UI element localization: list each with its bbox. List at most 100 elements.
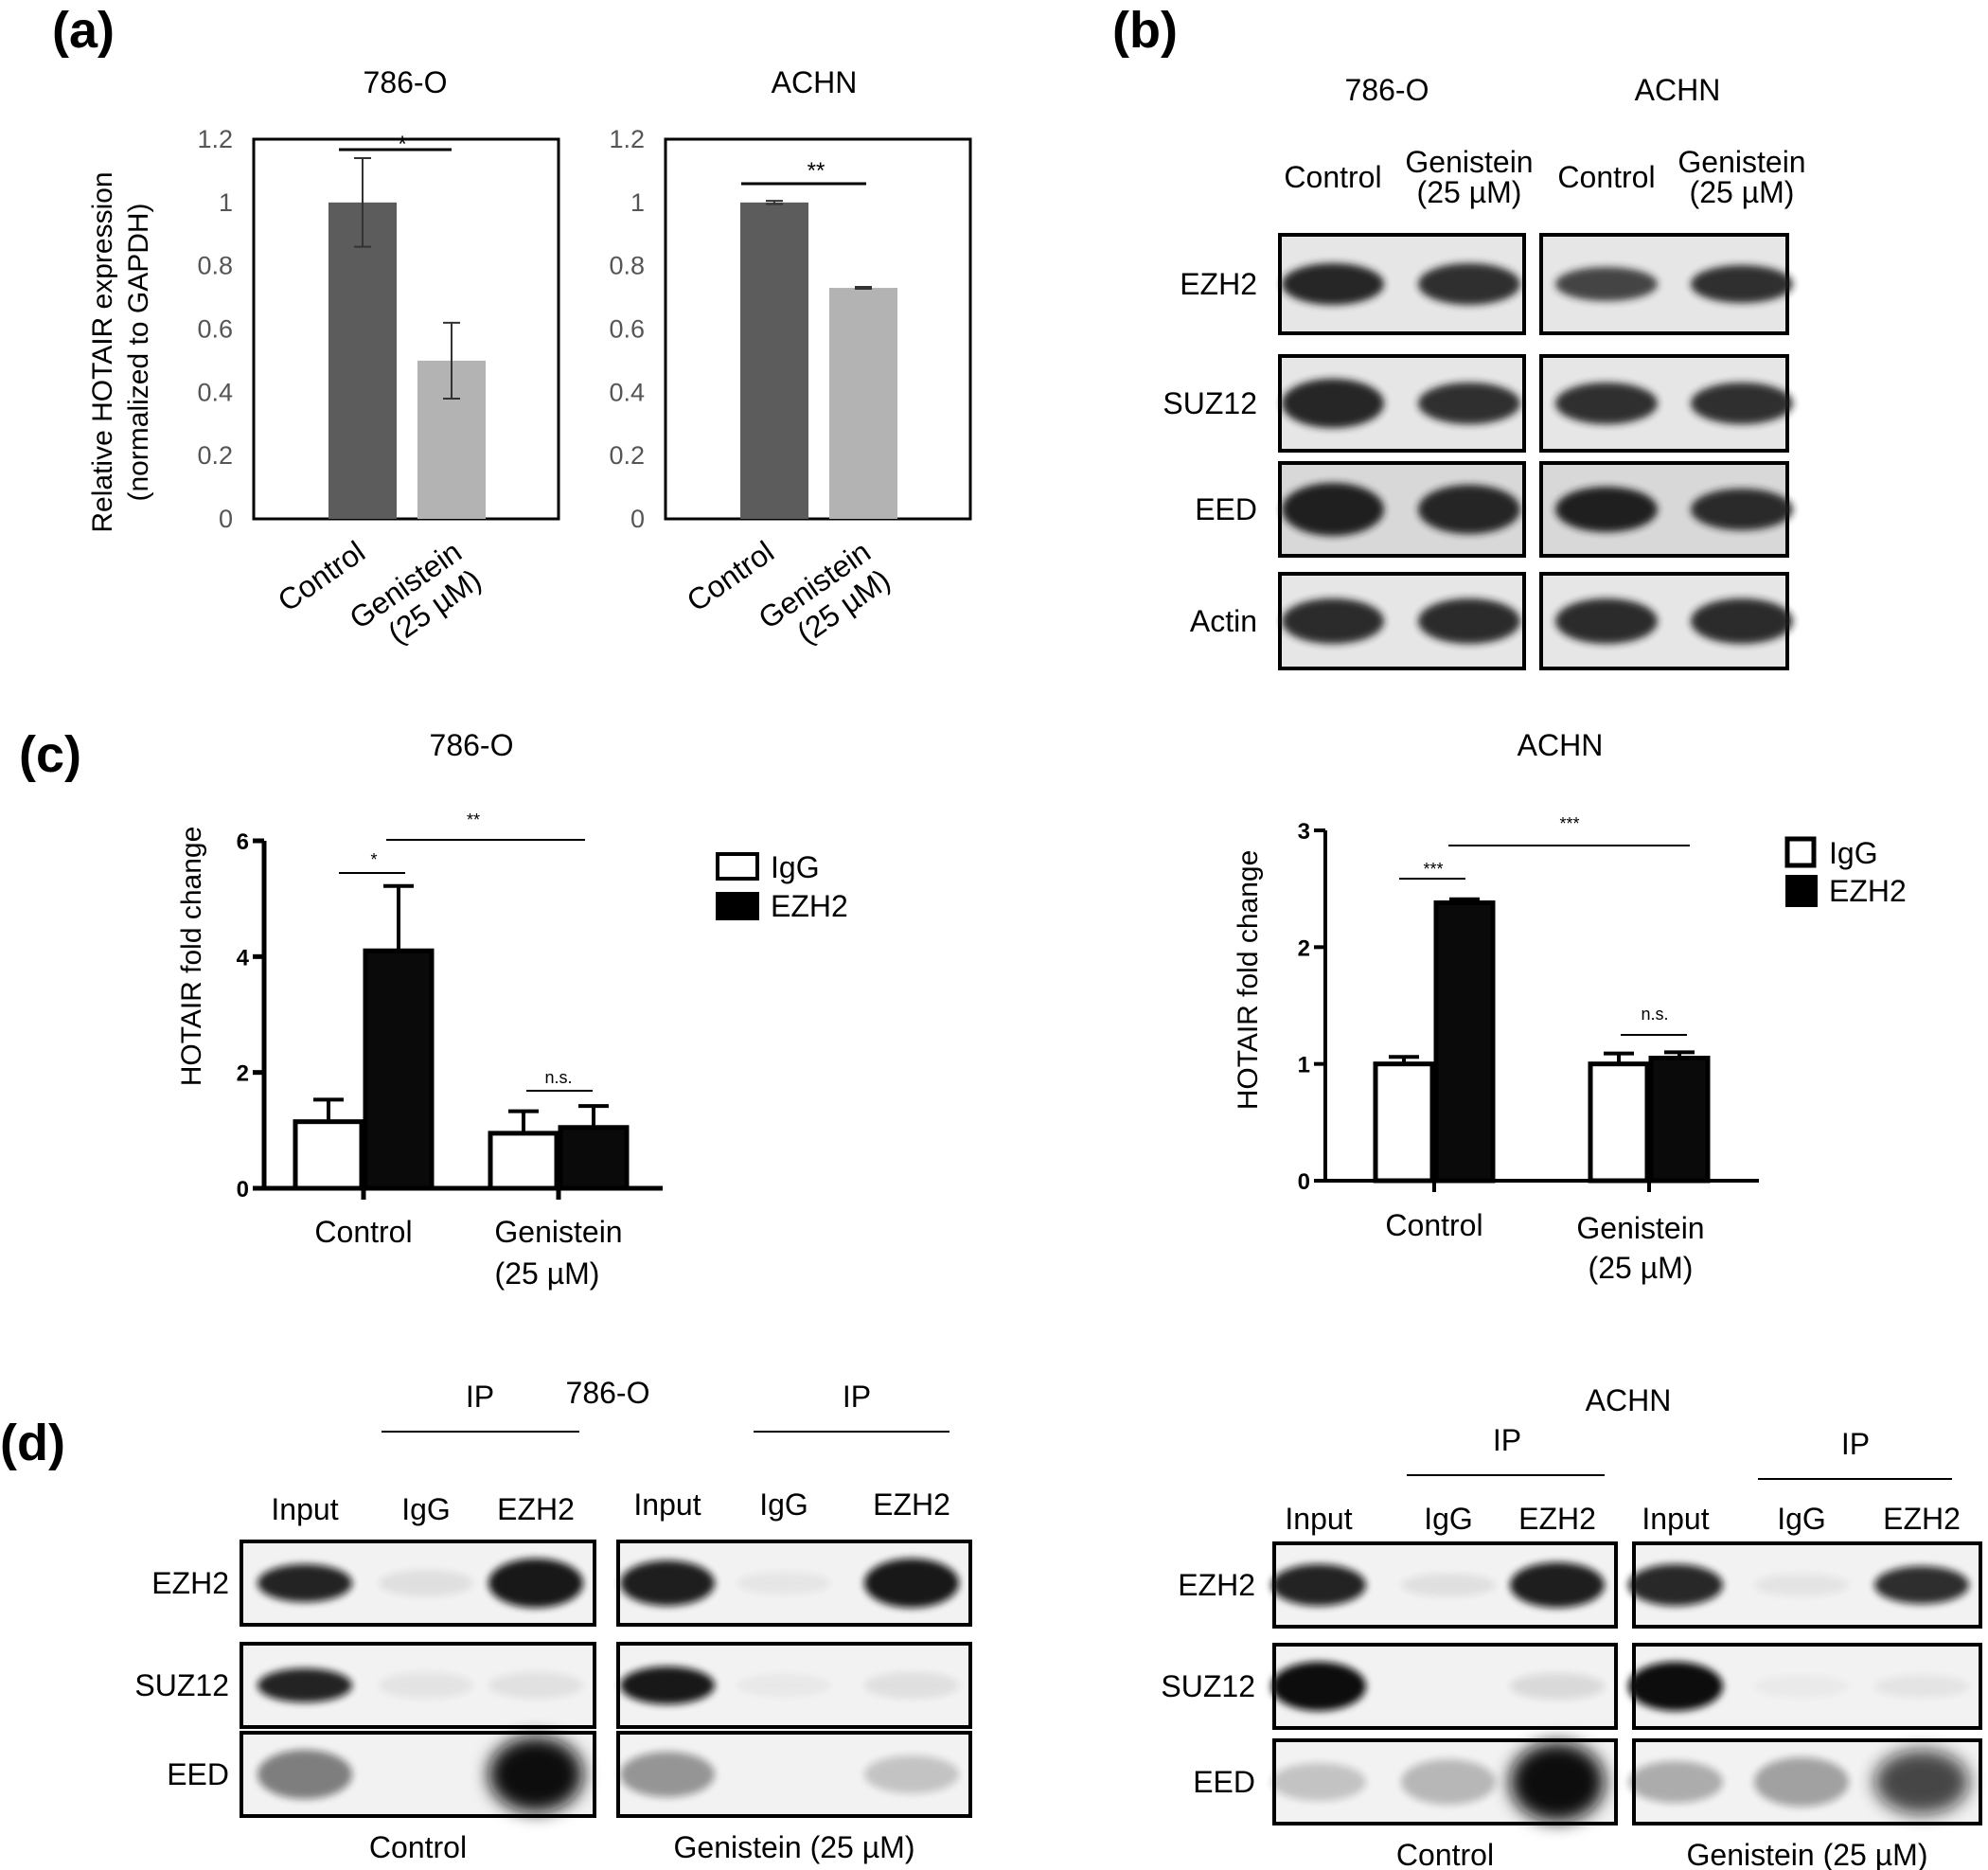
y-ticks: 0 0.2 0.4 0.6 0.8 1 1.2 bbox=[609, 125, 645, 533]
blot-band bbox=[864, 1558, 959, 1608]
protein-label: SUZ12 bbox=[134, 1668, 229, 1702]
blot-band bbox=[1271, 1564, 1366, 1606]
bar bbox=[829, 288, 897, 519]
blot-band bbox=[1282, 379, 1384, 428]
blot-band bbox=[1271, 1763, 1366, 1801]
y-tick-label: 2 bbox=[1298, 935, 1310, 961]
y-tick-label: 0.4 bbox=[609, 378, 645, 406]
x-category-label: Control bbox=[1385, 1208, 1482, 1242]
condition-label: Genistein (25 µM) bbox=[674, 1830, 915, 1864]
plot-frame bbox=[664, 137, 972, 521]
y-tick-label: 0.8 bbox=[609, 252, 645, 280]
legend-swatch-ezh2 bbox=[1785, 875, 1818, 907]
y-tick-label: 0.6 bbox=[609, 315, 645, 344]
protein-label: EED bbox=[167, 1757, 229, 1791]
lane-label: EZH2 bbox=[873, 1487, 950, 1522]
y-ticks: 0 0.2 0.4 0.6 0.8 1 1.2 bbox=[197, 125, 233, 533]
y-tick-label: 0 bbox=[237, 1177, 249, 1202]
legend-label: EZH2 bbox=[771, 889, 848, 923]
chart-title: 786-O bbox=[430, 728, 514, 762]
protein-label: Actin bbox=[1190, 604, 1257, 638]
y-axis-label: HOTAIR fold change bbox=[176, 827, 207, 1087]
blot-row: EED bbox=[1195, 461, 1793, 558]
bar bbox=[363, 948, 435, 1191]
significance-label: ** bbox=[808, 158, 825, 184]
x-category-label: Control bbox=[314, 1215, 412, 1249]
coip-group: IP Input IgG EZH2 Genistein (25 µM) bbox=[1628, 1427, 1982, 1870]
blot-band bbox=[1418, 598, 1520, 644]
significance-label: ** bbox=[467, 810, 480, 829]
y-tick-label: 0 bbox=[219, 505, 233, 533]
protein-label: SUZ12 bbox=[1161, 1669, 1255, 1703]
blot-band bbox=[1282, 483, 1384, 536]
coip-group: IP Input IgG EZH2 EZH2 SUZ12 EED Control bbox=[1161, 1423, 1618, 1870]
blot-band bbox=[1754, 1757, 1849, 1807]
bar bbox=[1588, 1061, 1650, 1184]
blot-row: EZH2 bbox=[1180, 233, 1793, 335]
lane-label: IgG bbox=[759, 1487, 808, 1522]
blot-b: 786-O ACHN Control Genistein (25 µM) Con… bbox=[1163, 73, 1806, 670]
blot-band bbox=[1874, 1675, 1969, 1698]
plot-frame bbox=[252, 137, 560, 521]
blot-band bbox=[1691, 489, 1793, 530]
y-tick-label: 2 bbox=[237, 1061, 249, 1087]
cell-line-label: ACHN bbox=[1635, 73, 1721, 107]
y-tick-label: 0 bbox=[630, 505, 645, 533]
blot-band bbox=[864, 1755, 959, 1793]
bar bbox=[1373, 1061, 1435, 1184]
blot-row: Actin bbox=[1190, 572, 1793, 670]
blot-band bbox=[1628, 1564, 1723, 1606]
blot-band bbox=[620, 1666, 715, 1704]
blot-band bbox=[1510, 1742, 1605, 1822]
blot-band bbox=[1754, 1574, 1849, 1596]
ip-label: IP bbox=[466, 1380, 494, 1414]
blot-band bbox=[1282, 598, 1384, 644]
y-tick-label: 1 bbox=[630, 188, 645, 217]
chart-a-achn: ACHN 00.20.40.60.811.2 ** Control Genist… bbox=[609, 65, 972, 650]
legend-label: IgG bbox=[771, 850, 820, 884]
blot-band bbox=[1418, 383, 1520, 424]
protein-label: EZH2 bbox=[1178, 1568, 1255, 1602]
blot-band bbox=[1691, 265, 1793, 303]
y-tick-label: 0.4 bbox=[197, 378, 233, 406]
blot-d: 786-O ACHN IP Input IgG EZH2 EZH2 SUZ12 EED Con… bbox=[134, 1376, 1982, 1870]
significance-label: *** bbox=[1423, 860, 1443, 879]
y-tick-label: 0.2 bbox=[609, 441, 645, 470]
blot-band bbox=[1418, 263, 1520, 305]
blot-band bbox=[1754, 1675, 1849, 1698]
chart-c-achn: ACHN HOTAIR fold change 0 1 2 3 *** *** n.s… bbox=[1233, 728, 1907, 1285]
blot-band bbox=[737, 1572, 831, 1594]
lane-label: (25 µM) bbox=[1417, 175, 1522, 209]
chart-title: ACHN bbox=[772, 65, 858, 99]
y-tick-label: 4 bbox=[237, 945, 250, 971]
blot-band bbox=[1628, 1761, 1723, 1803]
blot-band bbox=[488, 1558, 583, 1608]
chart-a-786o: 786-O Relative HOTAIR expression (normal… bbox=[87, 65, 560, 650]
blot-band bbox=[1401, 1574, 1496, 1596]
legend-swatch-igg bbox=[716, 852, 759, 881]
y-axis-label: Relative HOTAIR expression (normalized t… bbox=[87, 171, 154, 532]
significance-label: * bbox=[370, 850, 377, 869]
coip-group: IP Input IgG EZH2 Genistein (25 µM) bbox=[616, 1380, 972, 1864]
y-tick-label: 1.2 bbox=[609, 125, 645, 153]
protein-label: EZH2 bbox=[1180, 267, 1257, 301]
blot-band bbox=[488, 1736, 583, 1812]
x-category-label: Genistein bbox=[494, 1215, 622, 1249]
significance-label: * bbox=[398, 132, 406, 157]
y-tick-label: 0 bbox=[1298, 1169, 1310, 1195]
blot-band bbox=[864, 1672, 959, 1699]
protein-label: EED bbox=[1195, 492, 1257, 526]
y-tick-label: 0.2 bbox=[197, 441, 233, 470]
y-tick-label: 0.6 bbox=[197, 315, 233, 344]
lane-label: EZH2 bbox=[497, 1492, 575, 1526]
panel-label-c: (c) bbox=[19, 726, 81, 783]
blot-band bbox=[737, 1674, 831, 1697]
svg-text:Relative HOTAIR expression: Relative HOTAIR expression bbox=[87, 171, 118, 532]
y-tick-label: 3 bbox=[1298, 819, 1310, 845]
x-category-label: Genistein bbox=[1576, 1211, 1704, 1245]
condition-label: Control bbox=[1396, 1838, 1494, 1870]
blot-band bbox=[1510, 1562, 1605, 1608]
blot-band bbox=[1271, 1662, 1366, 1711]
